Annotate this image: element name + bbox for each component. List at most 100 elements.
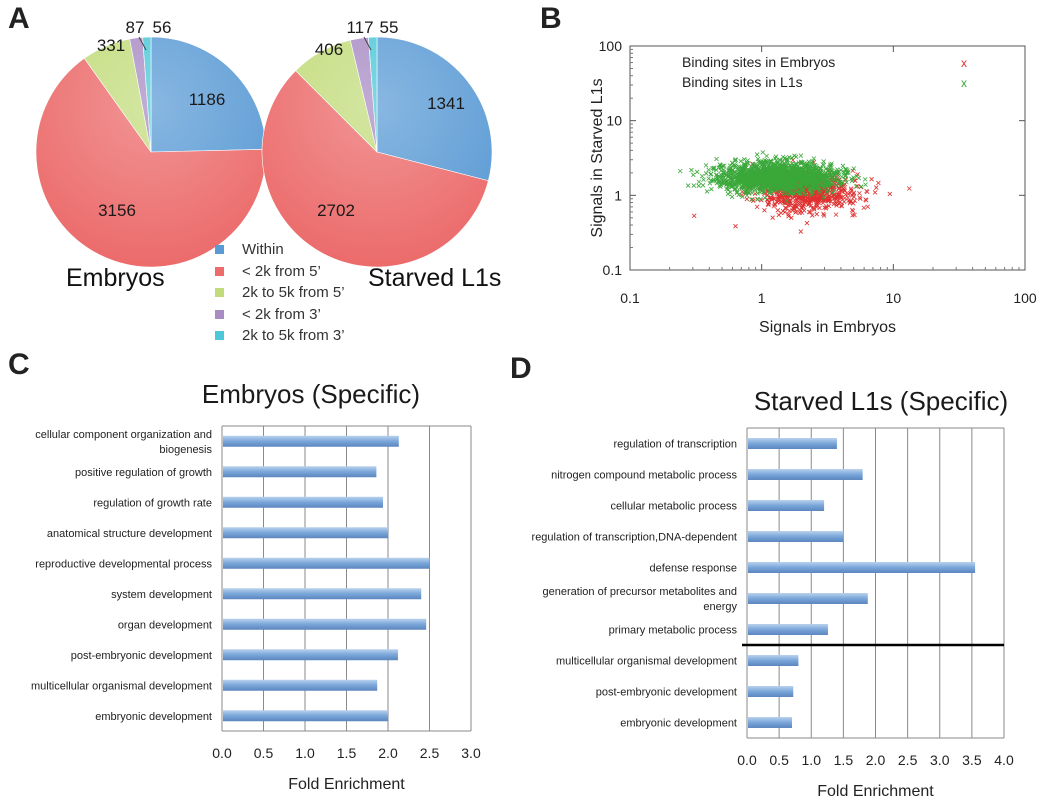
category-label: post-embryonic development bbox=[71, 650, 212, 662]
category-label: multicellular organismal development bbox=[556, 656, 737, 668]
scatter-point bbox=[775, 198, 781, 203]
scatter-point bbox=[765, 184, 771, 189]
bar bbox=[223, 466, 377, 478]
scatter-point bbox=[734, 190, 740, 196]
category-label: nitrogen compound metabolic process bbox=[551, 470, 737, 482]
scatter-point bbox=[755, 156, 761, 162]
pie-value-label: 56 bbox=[153, 18, 172, 37]
scatter-point bbox=[780, 158, 785, 164]
scatter-point bbox=[839, 180, 844, 186]
scatter-point bbox=[827, 172, 833, 178]
scatter-point bbox=[741, 184, 747, 190]
scatter-point bbox=[812, 207, 817, 212]
scatter-point bbox=[738, 158, 744, 164]
scatter-point bbox=[726, 187, 731, 192]
scatter-point bbox=[842, 195, 848, 201]
scatter-point bbox=[810, 158, 815, 164]
scatter-point bbox=[733, 182, 739, 187]
scatter-point bbox=[689, 167, 694, 173]
bar bbox=[748, 655, 799, 666]
pie-embryos-label: Embryos bbox=[66, 264, 165, 292]
scatter-point bbox=[811, 205, 817, 211]
scatter-point bbox=[839, 195, 844, 201]
x-tick-label: 1.5 bbox=[337, 745, 357, 761]
category-label: energy bbox=[703, 601, 737, 613]
scatter-point bbox=[750, 184, 756, 189]
scatter-point bbox=[809, 168, 815, 173]
scatter-point bbox=[742, 157, 747, 162]
scatter-point bbox=[789, 161, 795, 166]
scatter-point bbox=[690, 172, 696, 178]
pie-highlight bbox=[36, 37, 266, 267]
scatter-point bbox=[729, 181, 735, 187]
scatter-point bbox=[842, 176, 848, 182]
plot-frame bbox=[629, 45, 1026, 271]
scatter-point bbox=[768, 187, 773, 192]
scatter-point bbox=[727, 165, 733, 171]
scatter-point bbox=[830, 180, 835, 186]
scatter-point bbox=[805, 182, 810, 187]
scatter-point bbox=[783, 173, 789, 178]
scatter-point bbox=[803, 191, 808, 197]
scatter-point bbox=[785, 157, 790, 163]
scatter-point bbox=[831, 196, 837, 201]
panel-label-c: C bbox=[8, 348, 30, 381]
scatter-point bbox=[821, 195, 827, 200]
scatter-point bbox=[721, 181, 727, 186]
scatter-point bbox=[774, 176, 779, 182]
scatter-point bbox=[854, 173, 860, 179]
scatter-point bbox=[822, 205, 827, 210]
scatter-point bbox=[744, 196, 750, 202]
scatter-point bbox=[770, 179, 775, 185]
legend-swatch bbox=[215, 331, 224, 341]
scatter-point bbox=[749, 197, 754, 202]
scatter-point bbox=[848, 198, 854, 203]
pie-value-label: 331 bbox=[97, 36, 125, 55]
category-label: defense response bbox=[650, 563, 737, 575]
scatter-point bbox=[813, 180, 818, 186]
category-label: regulation of growth rate bbox=[93, 497, 212, 509]
legend-swatch bbox=[215, 309, 224, 319]
scatter-point bbox=[806, 200, 812, 205]
scatter-point bbox=[876, 180, 881, 186]
scatter-point bbox=[804, 220, 810, 226]
scatter-point bbox=[764, 159, 770, 164]
scatter-point bbox=[793, 186, 798, 191]
scatter-point bbox=[771, 164, 777, 169]
pie-value-label: 87 bbox=[126, 18, 145, 37]
category-label: positive regulation of growth bbox=[75, 467, 212, 479]
scatter-point bbox=[740, 194, 745, 200]
scatter-point bbox=[706, 167, 711, 173]
x-tick-label: 1.0 bbox=[295, 745, 315, 761]
scatter-point bbox=[787, 185, 793, 191]
legend-label: < 2k from 5’ bbox=[242, 262, 321, 280]
pie-highlight bbox=[262, 37, 492, 267]
scatter-point bbox=[725, 191, 731, 197]
scatter-point bbox=[677, 168, 683, 174]
scatter-point bbox=[762, 195, 768, 201]
x-tick-label: 3.5 bbox=[962, 752, 982, 768]
x-tick-label: 100 bbox=[1013, 290, 1037, 306]
legend-swatch bbox=[215, 288, 224, 298]
scatter-point bbox=[846, 191, 851, 197]
scatter-point bbox=[752, 165, 757, 170]
scatter-point bbox=[728, 170, 734, 176]
scatter-point bbox=[887, 191, 893, 197]
bar bbox=[223, 710, 388, 722]
bar bbox=[223, 527, 388, 539]
legend-label: 2k to 5k from 3’ bbox=[242, 327, 345, 345]
scatter-point bbox=[725, 174, 731, 180]
scatter-series bbox=[677, 150, 868, 204]
scatter-point bbox=[792, 153, 797, 158]
scatter-point bbox=[821, 211, 826, 217]
scatter-point bbox=[761, 159, 766, 164]
legend-label: 2k to 5k from 5’ bbox=[242, 284, 345, 302]
category-label: cellular component organization and bbox=[35, 429, 212, 441]
x-tick-label: 0.5 bbox=[254, 745, 274, 761]
scatter-point bbox=[832, 198, 838, 204]
scatter-point bbox=[703, 163, 709, 168]
legend-swatch bbox=[215, 266, 224, 276]
scatter-point bbox=[739, 171, 745, 177]
scatter-point bbox=[754, 204, 760, 210]
